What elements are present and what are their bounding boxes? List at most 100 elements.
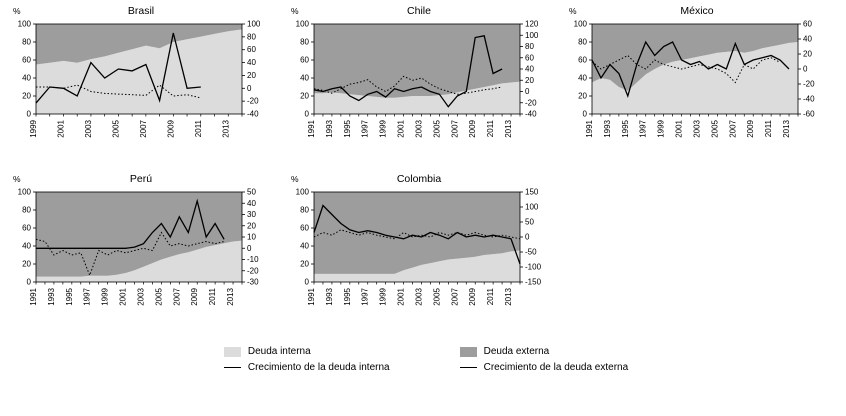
axes: 0 20 40 60 80 100 -30 -20 -10 0 10 20 30 40 50 1991 1993… xyxy=(18,188,259,306)
left-axis-tick-label: 100 xyxy=(296,188,310,197)
axes: 0 20 40 60 80 100 -150 -100 -50 0 50 100 150 1991 1993… xyxy=(296,188,542,306)
left-axis-tick-label: 100 xyxy=(296,20,310,29)
right-axis-tick-label: 0 xyxy=(525,233,530,242)
line-crecimiento-de-la-deuda-externa xyxy=(313,229,521,240)
left-axis-tick-label: 0 xyxy=(27,278,32,287)
x-axis-tick-label: 1993 xyxy=(603,119,612,137)
right-axis-tick-label: 20 xyxy=(525,76,534,85)
x-axis-tick-label: 1995 xyxy=(621,119,630,137)
right-axis-tick-label: 30 xyxy=(247,210,256,219)
figure-debt-charts: % Brasil 0 20 40 60 80 100 -40 -20 0 20 40 60 80 100 1… xyxy=(6,4,846,373)
x-axis-tick-label: 2001 xyxy=(56,119,65,137)
right-axis-tick-label: 40 xyxy=(803,35,812,44)
right-axis-tick-label: 20 xyxy=(247,71,256,80)
left-axis-tick-label: 80 xyxy=(300,38,309,47)
x-axis-tick-label: 1993 xyxy=(325,287,334,305)
right-axis-tick-label: 40 xyxy=(247,199,256,208)
chart-colombia: % Colombia 0 20 40 60 80 100 -150 -100 -50 0 50 100… xyxy=(284,172,560,326)
x-axis-tick-label: 1999 xyxy=(379,287,388,305)
line-crecimiento-de-la-deuda-interna xyxy=(313,204,521,265)
x-axis-tick-label: 2009 xyxy=(468,119,477,137)
x-axis-tick-label: 2011 xyxy=(194,119,203,137)
left-axis-tick-label: 80 xyxy=(578,38,587,47)
x-axis-tick-label: 2009 xyxy=(746,119,755,137)
chart-brasil: % Brasil 0 20 40 60 80 100 -40 -20 0 20 40 60 80 100 1… xyxy=(6,4,282,158)
right-axis-tick-label: 100 xyxy=(525,31,539,40)
legend-item-deuda-externa: Deuda externa xyxy=(459,346,629,357)
x-axis-tick-label: 2009 xyxy=(190,287,199,305)
line-crecimiento-de-la-deuda-interna xyxy=(313,35,503,108)
chart-canvas-peru: 0 20 40 60 80 100 -30 -20 -10 0 10 20 30 40 50 1991 1993… xyxy=(6,186,282,326)
x-axis-tick-label: 2003 xyxy=(136,287,145,305)
left-axis-tick-label: 20 xyxy=(300,260,309,269)
x-axis-tick-label: 2003 xyxy=(692,119,701,137)
chart-canvas: 0 20 40 60 80 100 -40 -20 0 20 40 60 80 100 1999 2001 20… xyxy=(18,20,261,138)
x-axis-tick-label: 1991 xyxy=(29,287,38,305)
x-axis-tick-label: 1999 xyxy=(101,287,110,305)
x-axis-tick-label: 2013 xyxy=(782,119,791,137)
x-axis-tick-label: 2007 xyxy=(728,119,737,137)
area-deuda-interna xyxy=(36,240,242,282)
line-crecimiento-de-la-deuda-interna xyxy=(36,198,225,249)
right-axis-tick-label: 20 xyxy=(803,50,812,59)
x-axis-tick-label: 2007 xyxy=(139,119,148,137)
right-axis-tick-label: 0 xyxy=(247,84,252,93)
charts-grid: % Brasil 0 20 40 60 80 100 -40 -20 0 20 40 60 80 100 1… xyxy=(6,4,846,326)
chart-canvas: 0 20 40 60 80 100 -40 -20 0 20 40 60 80 100 120 1991 199… xyxy=(296,20,539,138)
y-axis-unit-label: % xyxy=(13,6,21,16)
right-axis-tick-label: 120 xyxy=(525,20,539,29)
line-crecimiento-de-la-deuda-interna xyxy=(35,32,201,104)
crecimiento-externa-line-swatch xyxy=(459,367,477,368)
line-crecimiento-de-la-deuda-externa xyxy=(35,231,225,277)
x-axis-tick-label: 2001 xyxy=(119,287,128,305)
left-axis-tick-label: 100 xyxy=(18,20,32,29)
chart-canvas-chile: 0 20 40 60 80 100 -40 -20 0 20 40 60 80 100 120 1991 199… xyxy=(284,18,560,158)
x-axis-tick-label: 2005 xyxy=(111,119,120,137)
chart-canvas-brasil: 0 20 40 60 80 100 -40 -20 0 20 40 60 80 100 1999 2001 20… xyxy=(6,18,282,158)
y-axis-unit-label: % xyxy=(291,174,299,184)
x-axis-tick-label: 2003 xyxy=(84,119,93,137)
deuda-externa-area-swatch xyxy=(459,346,477,357)
x-axis-tick-label: 2007 xyxy=(450,287,459,305)
left-axis-tick-label: 60 xyxy=(22,224,31,233)
lines xyxy=(35,198,225,277)
right-axis-tick-label: -20 xyxy=(247,266,259,275)
x-axis-tick-label: 1995 xyxy=(65,287,74,305)
right-axis-tick-label: 50 xyxy=(247,188,256,197)
x-axis-tick-label: 2005 xyxy=(710,119,719,137)
chart-title-colombia: Colombia xyxy=(396,173,442,185)
right-axis-tick-label: -20 xyxy=(803,80,815,89)
right-axis-tick-label: -10 xyxy=(247,255,259,264)
x-axis-tick-label: 2007 xyxy=(450,119,459,137)
x-axis-tick-label: 2003 xyxy=(414,119,423,137)
x-axis-tick-label: 2013 xyxy=(221,119,230,137)
areas xyxy=(36,24,242,114)
right-axis-tick-label: -100 xyxy=(525,263,542,272)
left-axis-tick-label: 20 xyxy=(22,260,31,269)
right-axis-tick-label: 50 xyxy=(525,218,534,227)
left-axis-tick-label: 60 xyxy=(300,224,309,233)
x-axis-tick-label: 2011 xyxy=(486,287,495,305)
crecimiento-interna-line-swatch xyxy=(223,367,241,368)
y-axis-unit-label: % xyxy=(13,174,21,184)
legend-label-crecimiento-externa: Crecimiento de la deuda externa xyxy=(483,362,629,373)
legend-item-deuda-interna: Deuda interna xyxy=(223,346,390,357)
chart-peru: % Perú 0 20 40 60 80 100 -30 -20 -10 0 10 20 30 40 50 1… xyxy=(6,172,282,326)
areas xyxy=(592,24,798,114)
x-axis-tick-label: 2003 xyxy=(414,287,423,305)
areas xyxy=(314,24,520,114)
axes: 0 20 40 60 80 100 -40 -20 0 20 40 60 80 100 1999 2001 20… xyxy=(18,20,261,138)
left-axis-tick-label: 40 xyxy=(22,74,31,83)
chart-canvas-mexico: 0 20 40 60 80 100 -60 -40 -20 0 20 40 60 1991 1993 1995… xyxy=(562,18,838,158)
right-axis-tick-label: -60 xyxy=(803,110,815,119)
line-crecimiento-de-la-deuda-externa xyxy=(36,84,201,99)
left-axis-tick-label: 0 xyxy=(305,110,310,119)
legend-item-crecimiento-interna: Crecimiento de la deuda interna xyxy=(223,362,390,373)
left-axis-tick-label: 0 xyxy=(305,278,310,287)
x-axis-tick-label: 1995 xyxy=(343,287,352,305)
x-axis-tick-label: 2009 xyxy=(166,119,175,137)
right-axis-tick-label: 40 xyxy=(247,58,256,67)
x-axis-tick-label: 1997 xyxy=(639,119,648,137)
x-axis-tick-label: 2011 xyxy=(764,119,773,137)
left-axis-tick-label: 60 xyxy=(22,56,31,65)
